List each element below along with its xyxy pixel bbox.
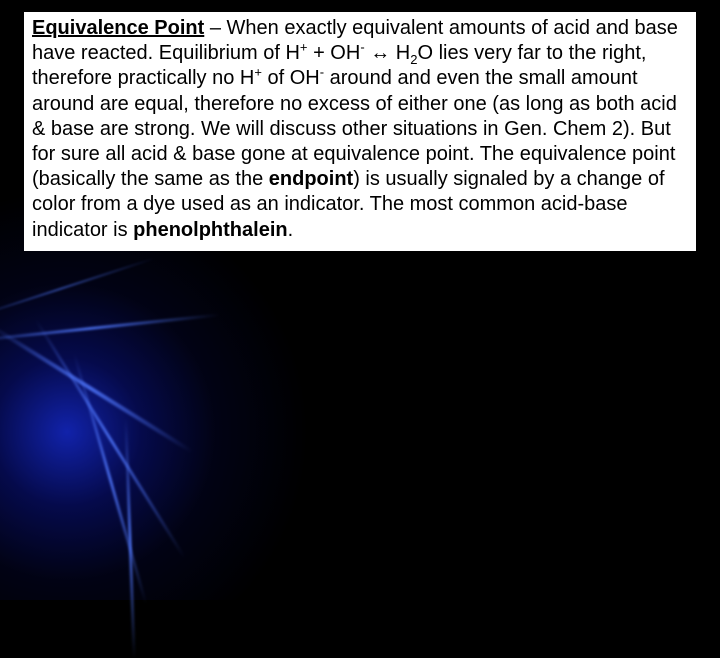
superscript-plus: + (254, 65, 262, 80)
background-streak (0, 313, 219, 343)
superscript-minus: - (360, 40, 364, 55)
term-equivalence-point: Equivalence Point (32, 17, 204, 39)
dash-separator: – (204, 17, 226, 39)
body-text: + OH (308, 42, 361, 64)
term-phenolphthalein: phenolphthalein (133, 219, 287, 241)
slide-text-box: Equivalence Point – When exactly equival… (24, 12, 696, 251)
body-text: of OH (262, 67, 320, 89)
body-text: . (288, 219, 294, 241)
body-text: H (390, 42, 410, 64)
background-streak (35, 319, 186, 558)
background-streak (73, 353, 148, 604)
term-endpoint: endpoint (269, 168, 353, 190)
background-streak (0, 257, 155, 321)
equilibrium-arrow-icon: ↔ (370, 42, 390, 64)
background-streak (124, 419, 135, 658)
superscript-plus: + (300, 40, 308, 55)
background-streak (0, 323, 193, 454)
